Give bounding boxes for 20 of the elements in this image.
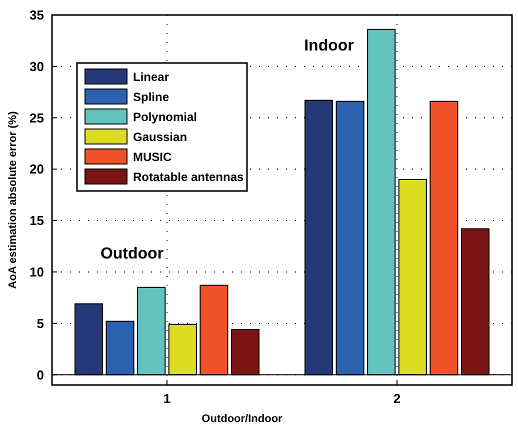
y-tick-label: 30: [30, 58, 44, 74]
legend-label: Linear: [133, 70, 170, 84]
y-tick-label: 5: [36, 316, 44, 331]
x-tick-label: 2: [393, 391, 401, 406]
legend-label: Polynomial: [133, 110, 198, 124]
legend-label: Spline: [133, 90, 170, 104]
y-tick-label: 25: [30, 110, 44, 126]
y-axis-title: AoA estimation absolute error (%): [7, 110, 19, 289]
x-tick-label: 1: [163, 391, 171, 406]
legend-label: Rotatable antennas: [133, 170, 244, 184]
y-tick-label: 10: [30, 264, 44, 280]
annotation: Outdoor: [100, 246, 164, 263]
y-tick-label: 0: [36, 367, 44, 382]
x-axis-title: Outdoor/Indoor: [202, 413, 284, 425]
y-tick-label: 15: [30, 213, 44, 228]
y-tick-label: 20: [30, 162, 44, 177]
legend-label: MUSIC: [133, 150, 172, 164]
annotation: Indoor: [304, 38, 354, 55]
legend-label: Gaussian: [133, 130, 188, 144]
y-tick-label: 35: [30, 8, 44, 23]
